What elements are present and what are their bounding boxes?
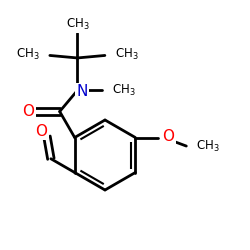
Text: CH$_3$: CH$_3$ (196, 138, 220, 154)
Text: CH$_3$: CH$_3$ (115, 47, 139, 62)
Text: O: O (162, 129, 174, 144)
Text: CH$_3$: CH$_3$ (66, 17, 89, 32)
Text: N: N (76, 84, 88, 99)
Text: O: O (22, 104, 34, 119)
Text: O: O (36, 124, 48, 138)
Text: CH$_3$: CH$_3$ (112, 83, 136, 98)
Text: CH$_3$: CH$_3$ (16, 47, 39, 62)
